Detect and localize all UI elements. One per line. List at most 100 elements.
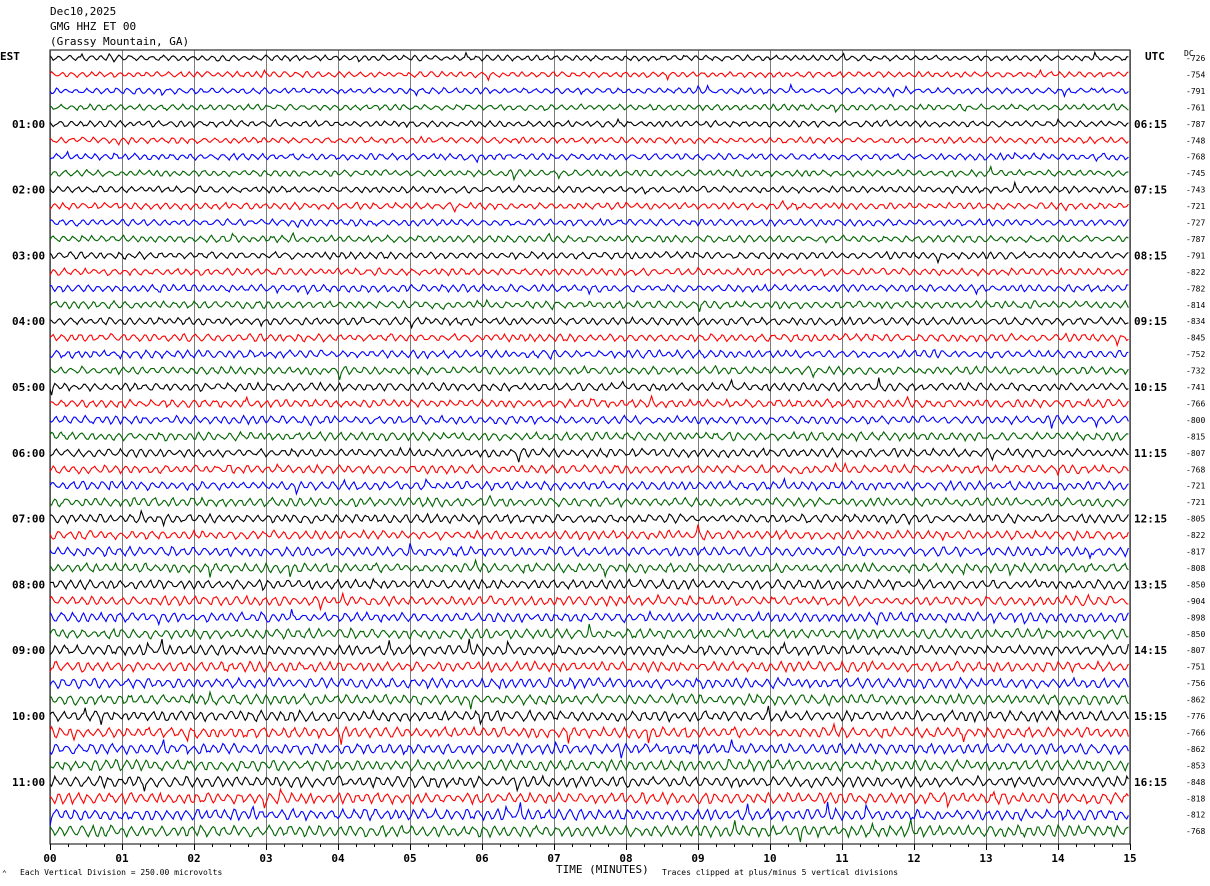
scale-note: Each Vertical Division = 250.00 microvol…	[20, 868, 223, 877]
seismic-trace	[49, 414, 1129, 429]
utc-hour-label: 07:15	[1134, 184, 1167, 197]
dc-offset-label: -817	[1186, 548, 1205, 557]
est-hour-label: 01:00	[12, 118, 45, 131]
corner-mark-icon: ⌃	[2, 869, 7, 878]
seismic-trace	[49, 103, 1129, 114]
dc-offset-label: -726	[1186, 54, 1205, 63]
seismic-trace	[49, 721, 1129, 745]
dc-offset-label: -807	[1186, 646, 1205, 655]
dc-offset-label: -732	[1186, 367, 1205, 376]
dc-offset-label: -721	[1186, 498, 1205, 507]
dc-offset-label: -766	[1186, 728, 1205, 737]
dc-offset-label: -812	[1186, 811, 1205, 820]
seismic-trace	[49, 348, 1129, 361]
station-code: GMG HHZ ET 00	[50, 20, 137, 33]
utc-hour-label: 14:15	[1134, 644, 1167, 657]
utc-hour-label: 11:15	[1134, 447, 1167, 460]
seismic-trace	[49, 659, 1129, 674]
dc-offset-label: -791	[1186, 87, 1205, 96]
dc-header-label: DC	[1184, 49, 1194, 58]
seismic-trace	[49, 819, 1129, 843]
dc-offset-label: -787	[1186, 235, 1205, 244]
dc-offset-label: -822	[1186, 268, 1205, 277]
seismic-trace	[49, 543, 1129, 560]
seismic-trace	[49, 461, 1129, 477]
est-zone-label: EST	[0, 50, 20, 63]
x-tick-label: 14	[1051, 852, 1065, 865]
dc-offset-label: -776	[1186, 712, 1205, 721]
x-tick-label: 13	[979, 852, 992, 865]
dc-offset-label: -754	[1186, 70, 1205, 79]
seismic-trace	[49, 774, 1129, 793]
seismic-trace	[49, 332, 1129, 348]
seismic-trace	[49, 199, 1129, 214]
dc-offset-label: -766	[1186, 399, 1205, 408]
dc-offset-label: -800	[1186, 416, 1205, 425]
seismic-trace	[49, 591, 1129, 612]
seismic-trace	[49, 135, 1129, 146]
seismic-trace	[49, 638, 1129, 657]
x-tick-label: 09	[691, 852, 704, 865]
seismic-trace	[49, 758, 1129, 773]
seismic-trace	[49, 508, 1129, 528]
x-tick-label: 07	[547, 852, 560, 865]
est-hour-label: 03:00	[12, 249, 45, 262]
seismic-trace	[49, 676, 1129, 690]
x-tick-label: 12	[907, 852, 920, 865]
dc-offset-label: -721	[1186, 202, 1205, 211]
utc-hour-label: 16:15	[1134, 776, 1167, 789]
est-hour-label: 08:00	[12, 578, 45, 591]
seismic-trace	[49, 524, 1129, 542]
x-tick-label: 01	[115, 852, 129, 865]
dc-offset-label: -808	[1186, 564, 1205, 573]
x-tick-label: 08	[619, 852, 632, 865]
seismic-trace	[49, 430, 1129, 443]
est-hour-label: 11:00	[12, 776, 45, 789]
dc-offset-label: -807	[1186, 449, 1205, 458]
dc-offset-label: -768	[1186, 827, 1205, 836]
dc-offset-label: -862	[1186, 696, 1205, 705]
x-tick-label: 03	[259, 852, 272, 865]
seismic-trace	[49, 164, 1129, 182]
dc-offset-label: -741	[1186, 383, 1205, 392]
dc-offset-label: -814	[1186, 301, 1205, 310]
seismic-trace	[49, 250, 1129, 265]
seismic-trace	[49, 577, 1129, 592]
seismic-trace	[49, 446, 1129, 463]
seismic-trace	[49, 68, 1129, 82]
dc-offset-label: -752	[1186, 350, 1205, 359]
dc-offset-label: -822	[1186, 531, 1205, 540]
dc-offset-label: -743	[1186, 186, 1205, 195]
seismic-trace	[49, 283, 1129, 296]
seismic-trace	[49, 476, 1129, 496]
station-location: (Grassy Mountain, GA)	[50, 35, 190, 48]
seismic-trace	[49, 494, 1129, 509]
dc-offset-label: -761	[1186, 103, 1205, 112]
seismic-trace	[49, 364, 1129, 380]
dc-offset-label: -727	[1186, 219, 1205, 228]
dc-offset-label: -721	[1186, 482, 1205, 491]
dc-offset-label: -904	[1186, 597, 1205, 606]
dc-offset-label: -768	[1186, 153, 1205, 162]
x-tick-label: 06	[475, 852, 489, 865]
seismic-trace	[49, 217, 1129, 229]
seismic-trace	[49, 82, 1129, 99]
dc-offset-label: -787	[1186, 120, 1205, 129]
seismic-trace	[49, 787, 1129, 809]
utc-hour-label: 06:15	[1134, 118, 1167, 131]
seismic-trace	[49, 117, 1129, 129]
dc-offset-label: -848	[1186, 778, 1205, 787]
est-hour-label: 07:00	[12, 513, 45, 526]
dc-offset-label: -815	[1186, 432, 1205, 441]
dc-offset-label: -845	[1186, 334, 1205, 343]
utc-hour-label: 10:15	[1134, 381, 1167, 394]
utc-hour-label: 09:15	[1134, 315, 1167, 328]
seismic-trace	[49, 394, 1129, 409]
dc-offset-label: -768	[1186, 465, 1205, 474]
seismic-trace	[49, 609, 1129, 627]
est-hour-label: 09:00	[12, 644, 45, 657]
utc-zone-label: UTC	[1145, 50, 1165, 63]
est-hour-label: 10:00	[12, 710, 45, 723]
x-tick-label: 04	[331, 852, 345, 865]
